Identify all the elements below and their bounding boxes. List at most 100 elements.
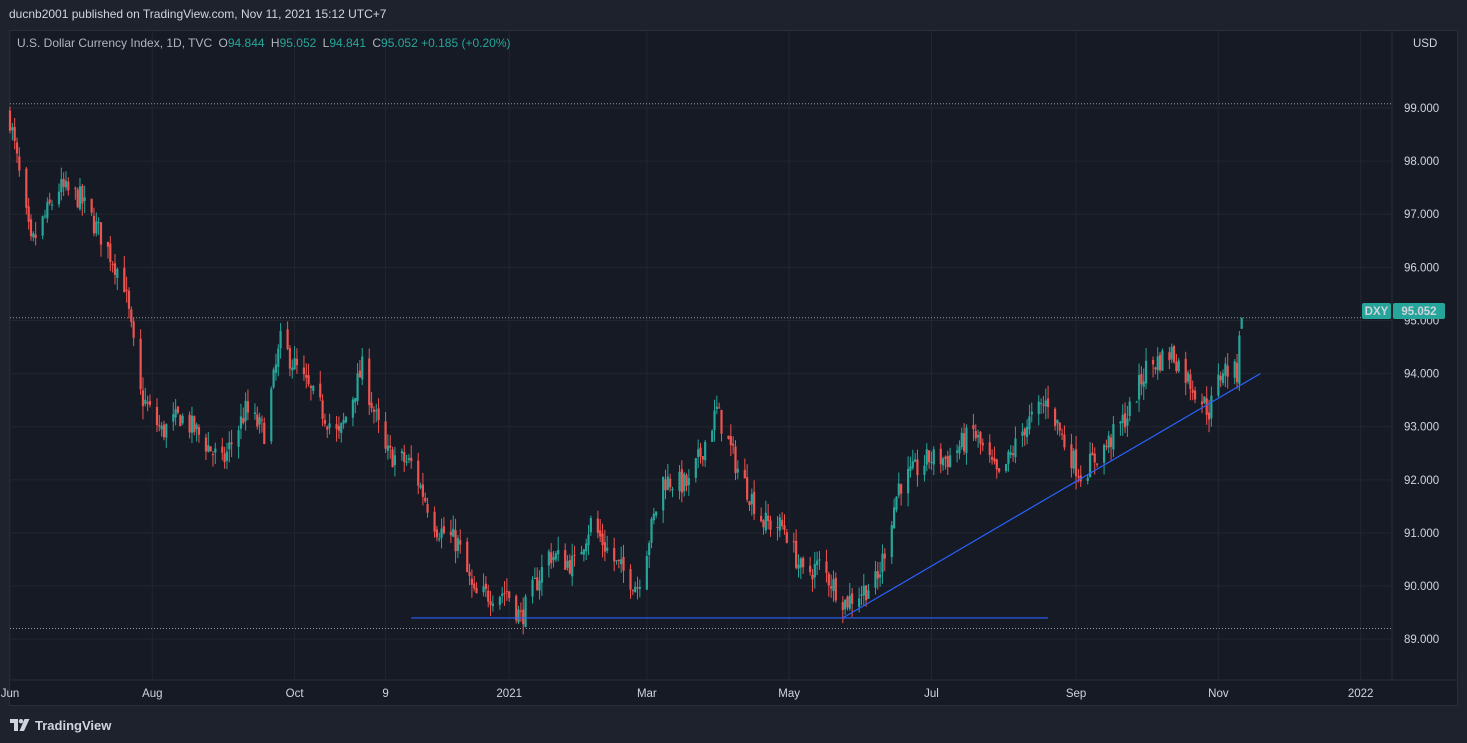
candle-body [876, 571, 879, 579]
candle-body [256, 414, 259, 427]
candle-body [718, 407, 721, 409]
candle-body [13, 127, 16, 141]
y-tick-label: 93.000 [1404, 422, 1439, 434]
candle-body [279, 330, 282, 349]
candle-body [743, 469, 746, 479]
candle-body [760, 515, 763, 522]
candle-body [370, 402, 373, 409]
candle-body [909, 466, 912, 471]
candle-body [930, 462, 933, 464]
candle-body [522, 609, 525, 625]
candle-body [78, 186, 82, 210]
candle-body [400, 451, 404, 454]
candle-body [1107, 435, 1110, 448]
candle-body [547, 551, 550, 566]
candle-body [354, 397, 357, 403]
candle-body [263, 422, 266, 444]
candle-body [484, 583, 487, 589]
candle-body [106, 241, 110, 247]
publisher-caption: ducnb2001 published on TradingView.com, … [9, 7, 387, 21]
candle-body [1044, 400, 1047, 407]
candle-body [655, 511, 658, 516]
candle-body [193, 416, 196, 433]
candle-body [288, 348, 292, 369]
candle-body [727, 435, 730, 440]
candle-body [1021, 431, 1024, 436]
candle-body [1205, 398, 1208, 415]
candle-body [109, 243, 112, 263]
candle-body [1112, 424, 1115, 450]
candle-body [851, 593, 854, 604]
candle-body [466, 541, 469, 572]
candle-body [1119, 421, 1122, 424]
candle-body [144, 399, 147, 404]
candle-body [1156, 356, 1159, 371]
candle-body [389, 445, 392, 448]
candle-body [685, 475, 688, 486]
candle-body [1072, 450, 1075, 469]
candle-body [1042, 404, 1045, 406]
candle-body [732, 443, 735, 446]
low-label: L [322, 36, 330, 50]
candle-body [1039, 403, 1043, 405]
tradingview-wordmark[interactable]: TradingView [35, 717, 112, 733]
candle-body [995, 459, 998, 470]
candle-body [830, 586, 833, 589]
candle-body [963, 433, 966, 452]
x-tick-label: 2021 [496, 688, 522, 700]
candles [8, 106, 1243, 635]
y-tick-label: 94.000 [1404, 369, 1439, 381]
candle-body [1105, 446, 1108, 448]
x-tick-label: Jul [924, 688, 939, 700]
candle-body [361, 356, 364, 380]
candle-body [76, 189, 79, 208]
candle-body [468, 571, 471, 576]
candle-body [18, 156, 21, 171]
candle-body [622, 557, 625, 571]
candle-body [552, 556, 555, 561]
candle-body [629, 569, 632, 590]
symbol-name[interactable]: U.S. Dollar Currency Index, 1D, TVC [17, 36, 213, 50]
candle-body [515, 595, 518, 621]
y-tick-label: 97.000 [1404, 209, 1439, 221]
candle-body [599, 530, 602, 537]
candle-body [181, 415, 184, 424]
candle-body [928, 450, 931, 463]
chart-panel[interactable] [9, 30, 1458, 706]
candle-body [130, 309, 133, 322]
open-value: 94.844 [227, 36, 265, 50]
candle-body [795, 540, 798, 568]
candle-body [60, 179, 63, 192]
candle-body [1210, 395, 1213, 419]
candle-body [645, 556, 648, 590]
candle-body [580, 551, 583, 555]
candle-body [270, 388, 273, 442]
candle-body [1158, 354, 1162, 371]
candle-body [697, 449, 700, 458]
candle-body [1128, 401, 1131, 416]
x-tick-label: Jun [1, 688, 20, 700]
candle-body [701, 456, 704, 460]
candle-body [827, 573, 830, 586]
candle-body [1011, 453, 1015, 456]
candle-body [538, 580, 541, 591]
dotted-levels [10, 103, 1391, 630]
close-value: 95.052 [381, 36, 418, 50]
currency-label[interactable]: USD [1413, 38, 1437, 50]
candle-body [666, 476, 669, 490]
candle-body [550, 552, 553, 564]
y-tick-label: 99.000 [1404, 103, 1439, 115]
candle-body [403, 452, 406, 462]
candle-body [893, 507, 896, 529]
candle-body [321, 400, 324, 419]
candle-body [652, 513, 655, 521]
x-tick-label: Oct [286, 688, 305, 700]
candle-body [662, 476, 665, 511]
candle-body [174, 409, 177, 418]
candle-body [11, 127, 14, 131]
candle-body [946, 456, 949, 468]
candle-body [323, 419, 327, 424]
candle-body [277, 348, 280, 367]
candle-body [582, 549, 585, 555]
